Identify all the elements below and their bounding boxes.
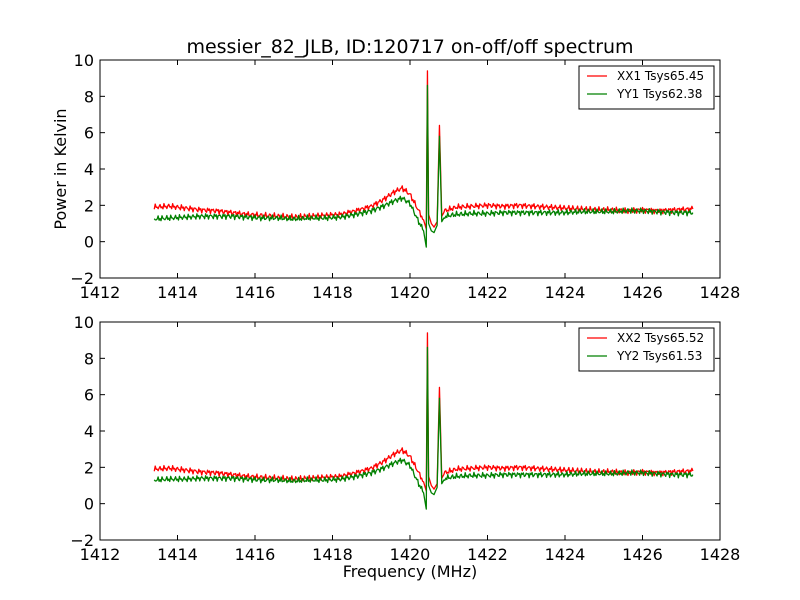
bottom-series-line-1 [153, 332, 694, 492]
bottom-xlabel: Frequency (MHz) [343, 562, 477, 581]
top-legend [578, 65, 715, 110]
top-xtick-label: 1422 [467, 283, 508, 302]
bottom-legend-label: XX2 Tsys65.52 [617, 331, 704, 345]
top-series-line-1 [153, 70, 694, 230]
top-ytick-label: 2 [84, 196, 94, 215]
bottom-xtick-label: 1416 [235, 545, 276, 564]
top-ylabel: Power in Kelvin [51, 108, 70, 229]
bottom-ytick-label: 6 [84, 386, 94, 405]
bottom-xtick-label: 1426 [622, 545, 663, 564]
top-panel: 1412 1414 1416 1418 1420 1422 1424 1426 1428 −2 0 2… [70, 51, 740, 302]
top-xtick-label: 1416 [235, 283, 276, 302]
top-ytick-label: 0 [84, 233, 94, 252]
top-xtick-label: 1428 [700, 283, 741, 302]
top-ytick-label: 8 [84, 87, 94, 106]
bottom-ytick-label: 4 [84, 422, 94, 441]
bottom-xtick-label: 1428 [700, 545, 741, 564]
top-ytick-label: −2 [70, 269, 94, 288]
bottom-ytick-label: −2 [70, 531, 94, 550]
bottom-legend-label: YY2 Tsys61.53 [616, 349, 702, 363]
top-xtick-label: 1412 [80, 283, 121, 302]
bottom-xtick-label: 1422 [467, 545, 508, 564]
bottom-ytick-label: 8 [84, 349, 94, 368]
top-xtick-label: 1418 [312, 283, 353, 302]
top-xtick-label: 1414 [157, 283, 198, 302]
bottom-xtick-label: 1424 [545, 545, 586, 564]
bottom-legend [578, 327, 715, 372]
top-xtick-label: 1426 [622, 283, 663, 302]
bottom-xtick-label: 1420 [390, 545, 431, 564]
bottom-series-line-2 [153, 346, 694, 510]
top-xtick-label: 1424 [545, 283, 586, 302]
top-legend-label: YY1 Tsys62.38 [616, 87, 702, 101]
figure-title: messier_82_JLB, ID:120717 on-off/off spe… [186, 36, 633, 58]
top-ytick-label: 4 [84, 160, 94, 179]
bottom-ytick-label: 0 [84, 495, 94, 514]
bottom-xtick-label: 1418 [312, 545, 353, 564]
top-legend-label: XX1 Tsys65.45 [617, 69, 704, 83]
bottom-panel: 1412 1414 1416 1418 1420 1422 1424 1426 1428 −2 0 2… [70, 313, 740, 564]
bottom-xtick-label: 1412 [80, 545, 121, 564]
bottom-ytick-label: 2 [84, 458, 94, 477]
top-series-line-2 [153, 84, 694, 248]
bottom-xtick-label: 1414 [157, 545, 198, 564]
top-xtick-label: 1420 [390, 283, 431, 302]
top-ytick-label: 10 [74, 51, 94, 70]
top-ytick-label: 6 [84, 124, 94, 143]
bottom-ytick-label: 10 [74, 313, 94, 332]
